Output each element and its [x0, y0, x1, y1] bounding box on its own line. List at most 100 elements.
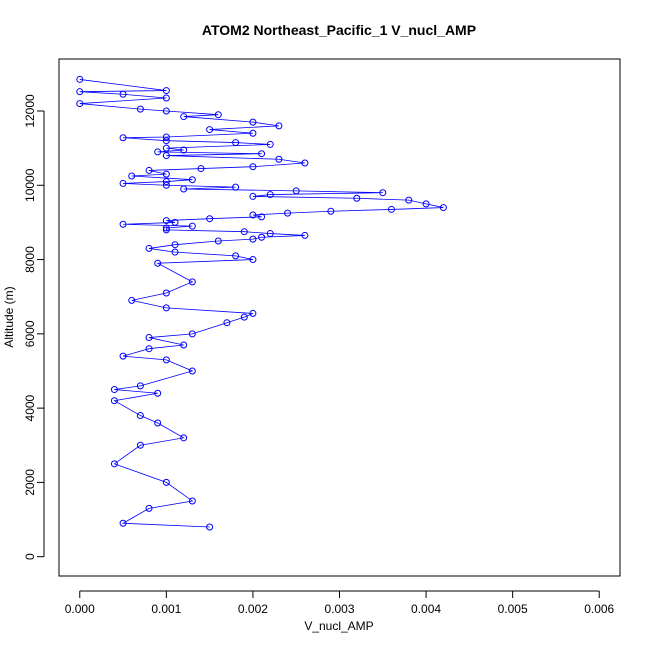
data-point	[162, 289, 170, 297]
data-point	[240, 228, 248, 236]
data-point	[145, 504, 153, 512]
data-point	[128, 172, 136, 180]
data-point	[197, 165, 205, 173]
x-tick-label: 0.004	[411, 602, 441, 616]
data-point	[136, 441, 144, 449]
data-point	[249, 309, 257, 317]
data-point	[223, 319, 231, 327]
y-tick-label: 10000	[23, 168, 37, 202]
data-point	[162, 356, 170, 364]
data-point	[180, 113, 188, 121]
data-point	[154, 148, 162, 156]
data-point	[154, 259, 162, 267]
data-point	[145, 334, 153, 342]
data-point	[232, 183, 240, 191]
data-point	[145, 345, 153, 353]
data-point	[232, 252, 240, 260]
x-tick-label: 0.003	[324, 602, 354, 616]
data-point	[439, 204, 447, 212]
data-point	[266, 230, 274, 238]
y-axis: 0 2000 4000 6000 8000 10000 12000	[23, 94, 45, 560]
data-point	[162, 133, 170, 141]
data-point	[162, 170, 170, 178]
data-point	[266, 191, 274, 199]
data-point	[154, 419, 162, 427]
data-point	[162, 224, 170, 232]
y-tick-label: 12000	[23, 94, 37, 128]
data-point	[422, 200, 430, 208]
x-axis-label: V_nucl_AMP	[304, 619, 373, 633]
data-point	[379, 189, 387, 197]
y-axis-label: Altitude (m)	[2, 286, 16, 347]
data-point	[162, 144, 170, 152]
data-layer	[76, 75, 447, 531]
data-point	[180, 185, 188, 193]
data-point	[110, 460, 118, 468]
data-point	[249, 235, 257, 243]
data-point	[162, 137, 170, 145]
data-point	[76, 75, 84, 83]
x-tick-label: 0.006	[584, 602, 614, 616]
data-point	[240, 313, 248, 321]
data-point	[162, 304, 170, 312]
data-point	[119, 179, 127, 187]
data-point	[171, 218, 179, 226]
data-point	[405, 196, 413, 204]
x-tick-label: 0.001	[151, 602, 181, 616]
data-point	[266, 140, 274, 148]
data-point	[136, 382, 144, 390]
data-point	[128, 296, 136, 304]
data-point	[188, 367, 196, 375]
data-point	[188, 330, 196, 338]
data-point	[188, 176, 196, 184]
data-point	[249, 192, 257, 200]
data-point	[180, 341, 188, 349]
y-tick-label: 4000	[23, 394, 37, 421]
data-point	[136, 412, 144, 420]
data-point	[162, 94, 170, 102]
data-point	[119, 220, 127, 228]
series-line	[79, 79, 444, 528]
y-tick-label: 8000	[23, 246, 37, 273]
y-tick-label: 6000	[23, 320, 37, 347]
data-point	[162, 478, 170, 486]
data-point	[154, 389, 162, 397]
data-point	[188, 278, 196, 286]
plot-frame	[58, 58, 621, 577]
data-point	[162, 178, 170, 186]
data-point	[249, 211, 257, 219]
data-point	[162, 87, 170, 95]
data-point	[145, 166, 153, 174]
data-point	[249, 129, 257, 137]
data-point	[76, 88, 84, 96]
data-point	[249, 256, 257, 264]
data-point	[301, 159, 309, 167]
data-point	[249, 163, 257, 171]
data-point	[110, 397, 118, 405]
data-point	[162, 107, 170, 115]
data-point	[76, 100, 84, 108]
data-point	[162, 217, 170, 225]
data-point	[206, 126, 214, 134]
data-point	[249, 118, 257, 126]
data-point	[180, 146, 188, 154]
data-point	[292, 187, 300, 195]
data-point	[275, 155, 283, 163]
data-point	[258, 213, 266, 221]
data-point	[110, 386, 118, 394]
data-point	[171, 241, 179, 249]
chart-title: ATOM2 Northeast_Pacific_1 V_nucl_AMP	[202, 22, 476, 38]
data-point	[206, 523, 214, 531]
data-point	[162, 226, 170, 234]
data-point	[119, 134, 127, 142]
data-point	[284, 209, 292, 217]
data-point	[188, 497, 196, 505]
data-point	[327, 207, 335, 215]
data-point	[214, 111, 222, 119]
data-point	[119, 90, 127, 98]
data-point	[206, 215, 214, 223]
data-point	[353, 194, 361, 202]
data-point	[258, 150, 266, 158]
data-point	[171, 248, 179, 256]
